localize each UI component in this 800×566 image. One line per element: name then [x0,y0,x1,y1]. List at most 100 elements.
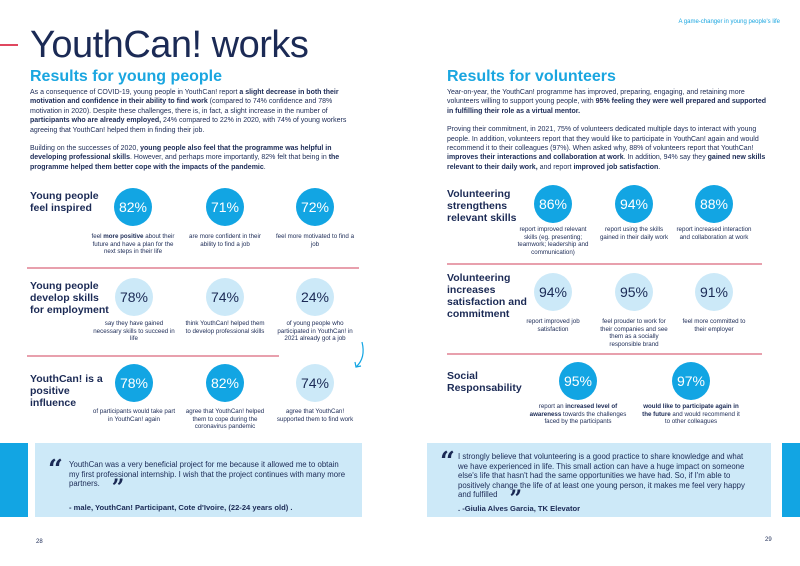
bold-text: improved job satisfaction [573,163,659,171]
bold-text: young people also feel that the programm… [30,145,332,162]
text-run: Year-on-year, the YouthCan! programme ha… [447,89,745,106]
section-heading: Social Responsability [447,370,522,394]
bold-text: 95% feeling they were well prepared and … [447,98,767,115]
stat-circle: 82% [206,364,244,402]
stat-description: of participants would take part in Youth… [92,408,176,423]
stat-description: report improved job satisfaction [515,318,591,333]
open-quote-icon: “ [440,447,455,477]
bold-text: the programme helped them better cope wi… [30,154,340,171]
section-heading: Young people develop skills for employme… [30,280,109,316]
stat-description: agree that YouthCan! helped them to cope… [183,408,267,431]
paragraph: Year-on-year, the YouthCan! programme ha… [447,88,767,116]
paragraph: Proving their commitment, in 2021, 75% o… [447,125,767,172]
quote-box-right: “ I strongly believe that volunteering i… [427,443,771,517]
running-header: A game-changer in young people's life [678,19,780,25]
stat-description: feel more motivated to find a job [273,233,357,248]
stat-circle: 86% [534,185,572,223]
divider [27,355,279,357]
accent-bar [782,443,800,517]
stat-circle: 71% [206,188,244,226]
stat-circle: 74% [206,278,244,316]
page-number-right: 29 [765,537,772,543]
text-run: about their future and have a plan for t… [92,233,175,255]
divider [447,353,762,355]
stat-description: report using the skills gained in their … [596,226,672,241]
stat-circle: 97% [672,362,710,400]
right-heading: Results for volunteers [447,68,616,85]
section-heading: YouthCan! is a positive influence [30,373,103,409]
text-run: feel more motivated to find a job [275,233,355,248]
text-run: towards the challenges faced by the part… [544,410,627,426]
text-run: . [658,163,661,171]
stat-description: report increased interaction and collabo… [676,226,752,241]
stat-description: agree that YouthCan! supported them to f… [273,408,357,423]
paragraph: As a consequence of COVID-19, young peop… [30,88,362,135]
text-run: (compared to 74% confidence and 78% moti… [30,98,333,115]
page-title: YouthCan! works [30,24,309,66]
close-quote-icon: ” [509,486,523,513]
stat-description: report an increased level of awareness t… [528,403,628,426]
accent-bar [0,443,28,517]
text-run: report using the skills gained in their … [599,226,669,241]
left-intro: As a consequence of COVID-19, young peop… [30,88,362,181]
quote-author: - male, YouthCan! Participant, Cote d'Iv… [69,503,293,512]
bold-text: improves their interactions and collabor… [447,154,624,162]
stat-description: feel more positive about their future an… [91,233,175,256]
quote-author: . -Giulia Alves Garcia, TK Elevator [458,504,581,513]
text-run: feel prouder to work for their companies… [600,318,668,348]
close-quote-icon: ” [111,475,125,502]
text-run: say they have gained necessary skills to… [93,320,175,342]
stat-circle: 95% [615,273,653,311]
text-run: of young people who participated in Yout… [277,320,353,342]
bold-text: increased level of awareness [529,403,618,418]
quote-body: YouthCan was a very beneficial project f… [69,460,349,499]
paragraph: Building on the successes of 2020, young… [30,144,362,172]
stat-description: feel prouder to work for their companies… [596,318,672,348]
text-run: As a consequence of COVID-19, young peop… [30,89,240,96]
stat-circle: 95% [559,362,597,400]
text-run: 24% compared to 22% in 2020, with 74% of… [30,117,347,134]
stat-circle: 78% [115,364,153,402]
text-run: report an [538,403,566,410]
text-run: report improved job satisfaction [526,318,580,333]
text-run: report increased interaction and collabo… [676,226,752,241]
stat-circle: 94% [534,273,572,311]
open-quote-icon: “ [48,455,63,485]
stat-circle: 78% [115,278,153,316]
text-run: . [263,163,266,171]
stat-circle: 88% [695,185,733,223]
section-heading: Volunteering increases satisfaction and … [447,272,527,320]
left-heading: Results for young people [30,68,223,85]
stat-circle: 72% [296,188,334,226]
stat-description: are more confident in their ability to f… [183,233,267,248]
stat-circle: 91% [695,273,733,311]
stat-circle: 82% [114,188,152,226]
text-run: feel [91,233,104,240]
text-run: are more confident in their ability to f… [189,233,261,248]
bold-text: more positive [103,233,144,240]
quote-text: I strongly believe that volunteering is … [458,452,745,500]
text-run: agree that YouthCan! helped them to cope… [185,408,265,430]
quote-text: YouthCan was a very beneficial project f… [69,460,346,489]
page-number-left: 28 [36,539,43,545]
stat-description: say they have gained necessary skills to… [92,320,176,343]
section-heading: Volunteering strengthens relevant skills [447,188,517,224]
stat-description: report improved relevant skills (eg. pre… [515,226,591,256]
title-accent-line [0,44,18,46]
right-intro: Year-on-year, the YouthCan! programme ha… [447,88,767,181]
text-run: agree that YouthCan! supported them to f… [276,408,354,423]
bold-text: participants who are already employed, [30,117,162,125]
text-run: of participants would take part in Youth… [92,408,176,423]
text-run: and would recommend it to other colleagu… [664,410,740,426]
stat-description: of young people who participated in Yout… [273,320,357,343]
bold-text: a slight decrease in both their motivati… [30,89,339,106]
divider [447,263,762,265]
stat-circle: 74% [296,364,334,402]
text-run: think YouthCan! helped them to develop p… [185,320,265,335]
stat-description: feel more committed to their employer [676,318,752,333]
section-heading: Young people feel inspired [30,190,99,214]
stat-circle: 24% [296,278,334,316]
divider [27,267,359,269]
arrow-icon [354,341,364,368]
text-run: Proving their commitment, in 2021, 75% o… [447,126,759,153]
